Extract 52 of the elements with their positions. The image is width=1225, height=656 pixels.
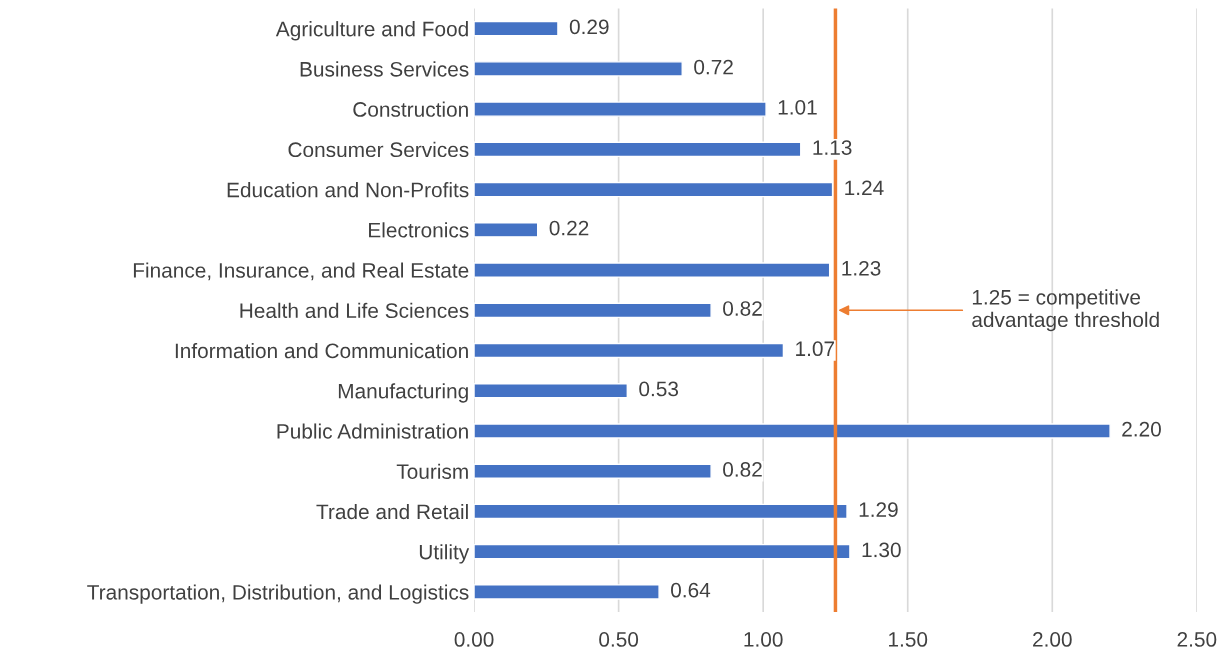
data-label: 1.01 [778,99,817,115]
data-label: 1.23 [842,260,881,276]
y-tick-label: Education and Non-Profits [227,182,469,198]
y-tick-label: Information and Communication [175,342,468,359]
bar [474,101,767,117]
data-label: 1.30 [862,542,901,558]
y-tick-label: Tourism [396,463,468,479]
bar [474,222,539,238]
y-tick-label: Business Services [300,61,469,77]
bar [474,383,628,399]
y-tick-label: Consumer Services [288,141,469,158]
data-label: 1.13 [813,140,852,155]
y-tick-label: Electronics [369,222,469,238]
y-tick-label: Manufacturing [338,383,468,403]
data-label: 2.20 [1122,421,1161,437]
x-tick-label: 2.50 [1177,632,1217,647]
y-tick-label: Agriculture and Food [275,21,468,41]
bar [474,181,834,198]
y-tick-label: Finance, Insurance, and Real Estate [133,262,469,281]
y-tick-label: Trade and Retail [316,503,468,520]
data-label: 0.82 [723,301,762,316]
y-tick-label: Utility [419,544,470,564]
bar [474,503,848,520]
data-label: 1.29 [859,502,898,518]
bar [474,141,802,158]
bar [474,61,683,77]
data-label: 1.07 [796,341,835,357]
bar [474,584,660,600]
x-tick-label: 0.50 [599,632,639,647]
bar [474,463,712,479]
data-label: 0.29 [569,19,609,35]
x-tick-label: 1.50 [889,632,928,647]
data-label: 0.64 [671,582,711,598]
x-tick-label: 2.00 [1033,632,1072,647]
bar [474,342,785,359]
bar [474,302,712,319]
y-tick-label: Construction [353,101,468,117]
data-label: 0.72 [694,59,733,75]
bar [474,543,851,560]
bar [474,20,559,37]
y-tick-label: Transportation, Distribution, and Logistics [87,584,469,604]
data-label: 1.24 [845,180,884,195]
y-tick-label: Public Administration [277,423,468,439]
bar [474,262,831,278]
x-tick-label: 1.00 [744,632,783,647]
annotation: 1.25 = competitive advantage threshold [972,289,1159,332]
data-label: 0.82 [723,462,762,477]
x-tick-label: 0.00 [454,632,494,647]
data-label: 0.22 [549,220,589,236]
y-tick-label: Health and Life Sciences [240,302,469,319]
bar [474,423,1111,439]
data-label: 0.53 [639,381,679,397]
